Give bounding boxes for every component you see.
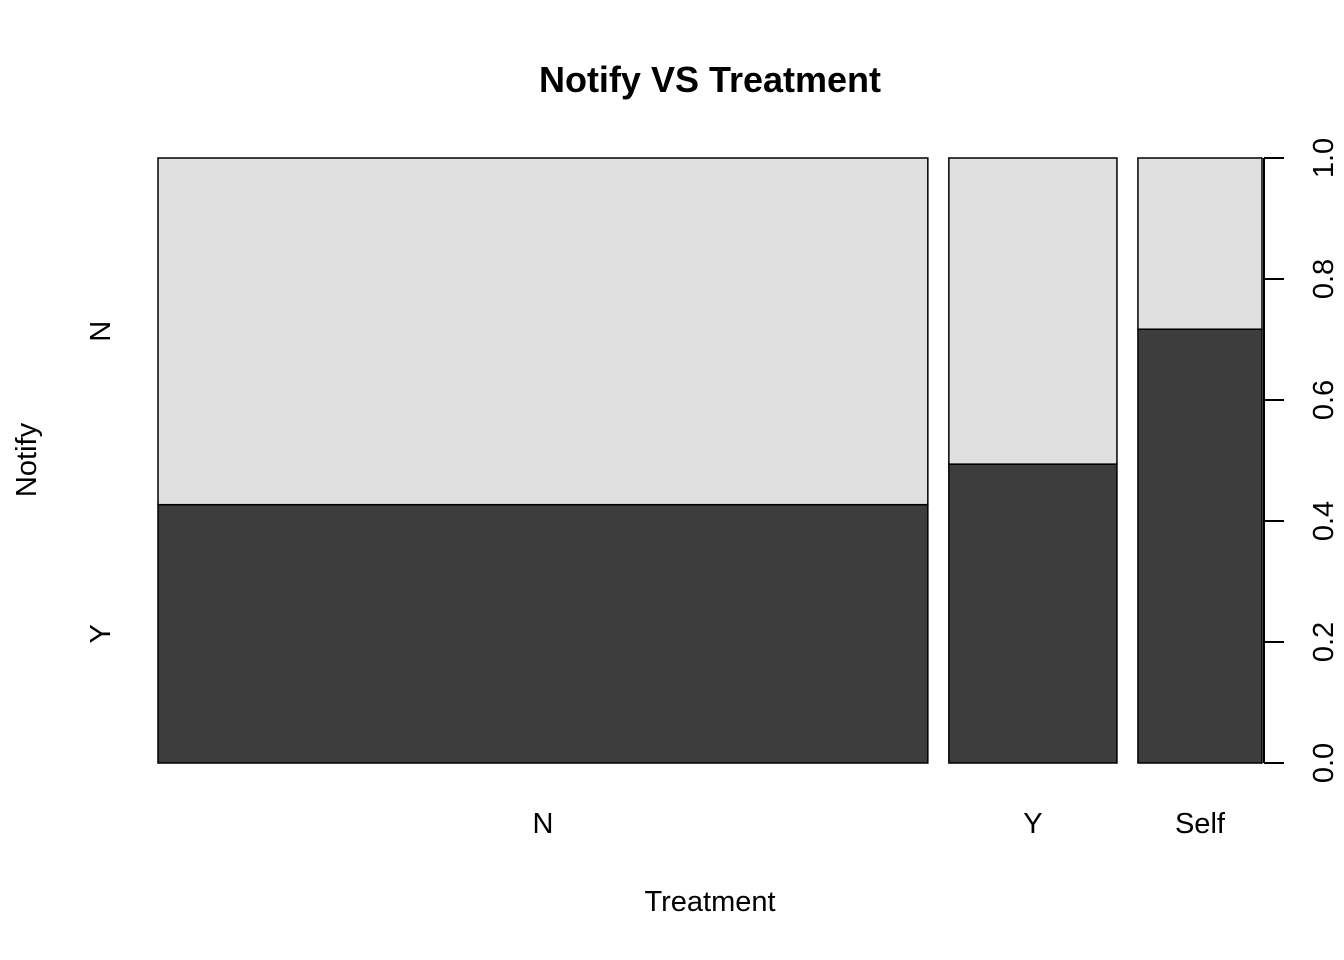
y-axis-label: Notify	[11, 422, 43, 497]
y-level-labels: YN	[85, 321, 117, 644]
y-tick-label: 0.4	[1308, 501, 1340, 541]
y-tick-label: 0.2	[1308, 622, 1340, 662]
y-tick-label: 1.0	[1308, 138, 1340, 178]
bar-segment-n-n	[157, 157, 929, 506]
right-y-axis: 0.0 0.2 0.4 0.6 0.8 1.0	[1263, 138, 1340, 783]
bar-segment-y-n	[948, 157, 1118, 465]
bar-segment-y-y	[948, 463, 1118, 764]
y-tick-label: 0.6	[1308, 380, 1340, 420]
x-tick-labels: N Y Self	[532, 808, 1225, 840]
x-axis-label: Treatment	[644, 886, 775, 918]
x-tick-label-y: Y	[1023, 808, 1042, 840]
bar-segment-self-n	[1137, 157, 1263, 330]
bar-segment-n-y	[157, 503, 929, 764]
y-level-label-n: N	[85, 321, 117, 342]
y-tick-label: 0.0	[1308, 743, 1340, 783]
y-level-label-y: Y	[85, 624, 117, 643]
bars-group	[157, 157, 1263, 764]
chart-title: Notify VS Treatment	[539, 59, 881, 100]
y-tick-label: 0.8	[1308, 259, 1340, 299]
x-tick-label-n: N	[532, 808, 553, 840]
x-tick-label-self: Self	[1175, 808, 1226, 840]
bar-segment-self-y	[1137, 328, 1263, 764]
